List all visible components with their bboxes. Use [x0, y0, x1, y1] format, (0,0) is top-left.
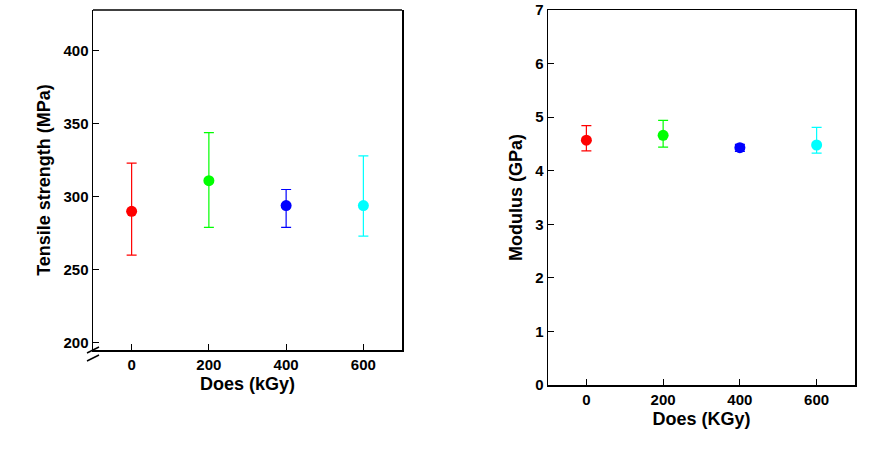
- svg-text:1: 1: [535, 323, 543, 340]
- svg-text:350: 350: [63, 115, 88, 132]
- svg-text:400: 400: [274, 356, 299, 373]
- svg-text:300: 300: [63, 188, 88, 205]
- svg-text:0: 0: [582, 391, 590, 408]
- svg-text:600: 600: [351, 356, 376, 373]
- svg-text:200: 200: [196, 356, 221, 373]
- svg-text:Modulus (GPa): Modulus (GPa): [506, 134, 526, 261]
- svg-text:3: 3: [535, 216, 543, 233]
- svg-text:2: 2: [535, 269, 543, 286]
- svg-text:Does (kGy): Does (kGy): [200, 374, 295, 394]
- svg-text:200: 200: [63, 334, 88, 351]
- svg-text:4: 4: [535, 162, 544, 179]
- svg-text:6: 6: [535, 55, 543, 72]
- svg-text:400: 400: [63, 42, 88, 59]
- svg-text:7: 7: [535, 1, 543, 18]
- svg-text:250: 250: [63, 261, 88, 278]
- svg-text:0: 0: [535, 376, 543, 393]
- svg-text:600: 600: [804, 391, 829, 408]
- svg-text:0: 0: [127, 356, 135, 373]
- svg-text:5: 5: [535, 108, 543, 125]
- svg-text:200: 200: [651, 391, 676, 408]
- svg-text:Tensile strength (MPa): Tensile strength (MPa): [34, 84, 54, 276]
- svg-text:400: 400: [727, 391, 752, 408]
- svg-text:Does (KGy): Does (KGy): [652, 409, 750, 429]
